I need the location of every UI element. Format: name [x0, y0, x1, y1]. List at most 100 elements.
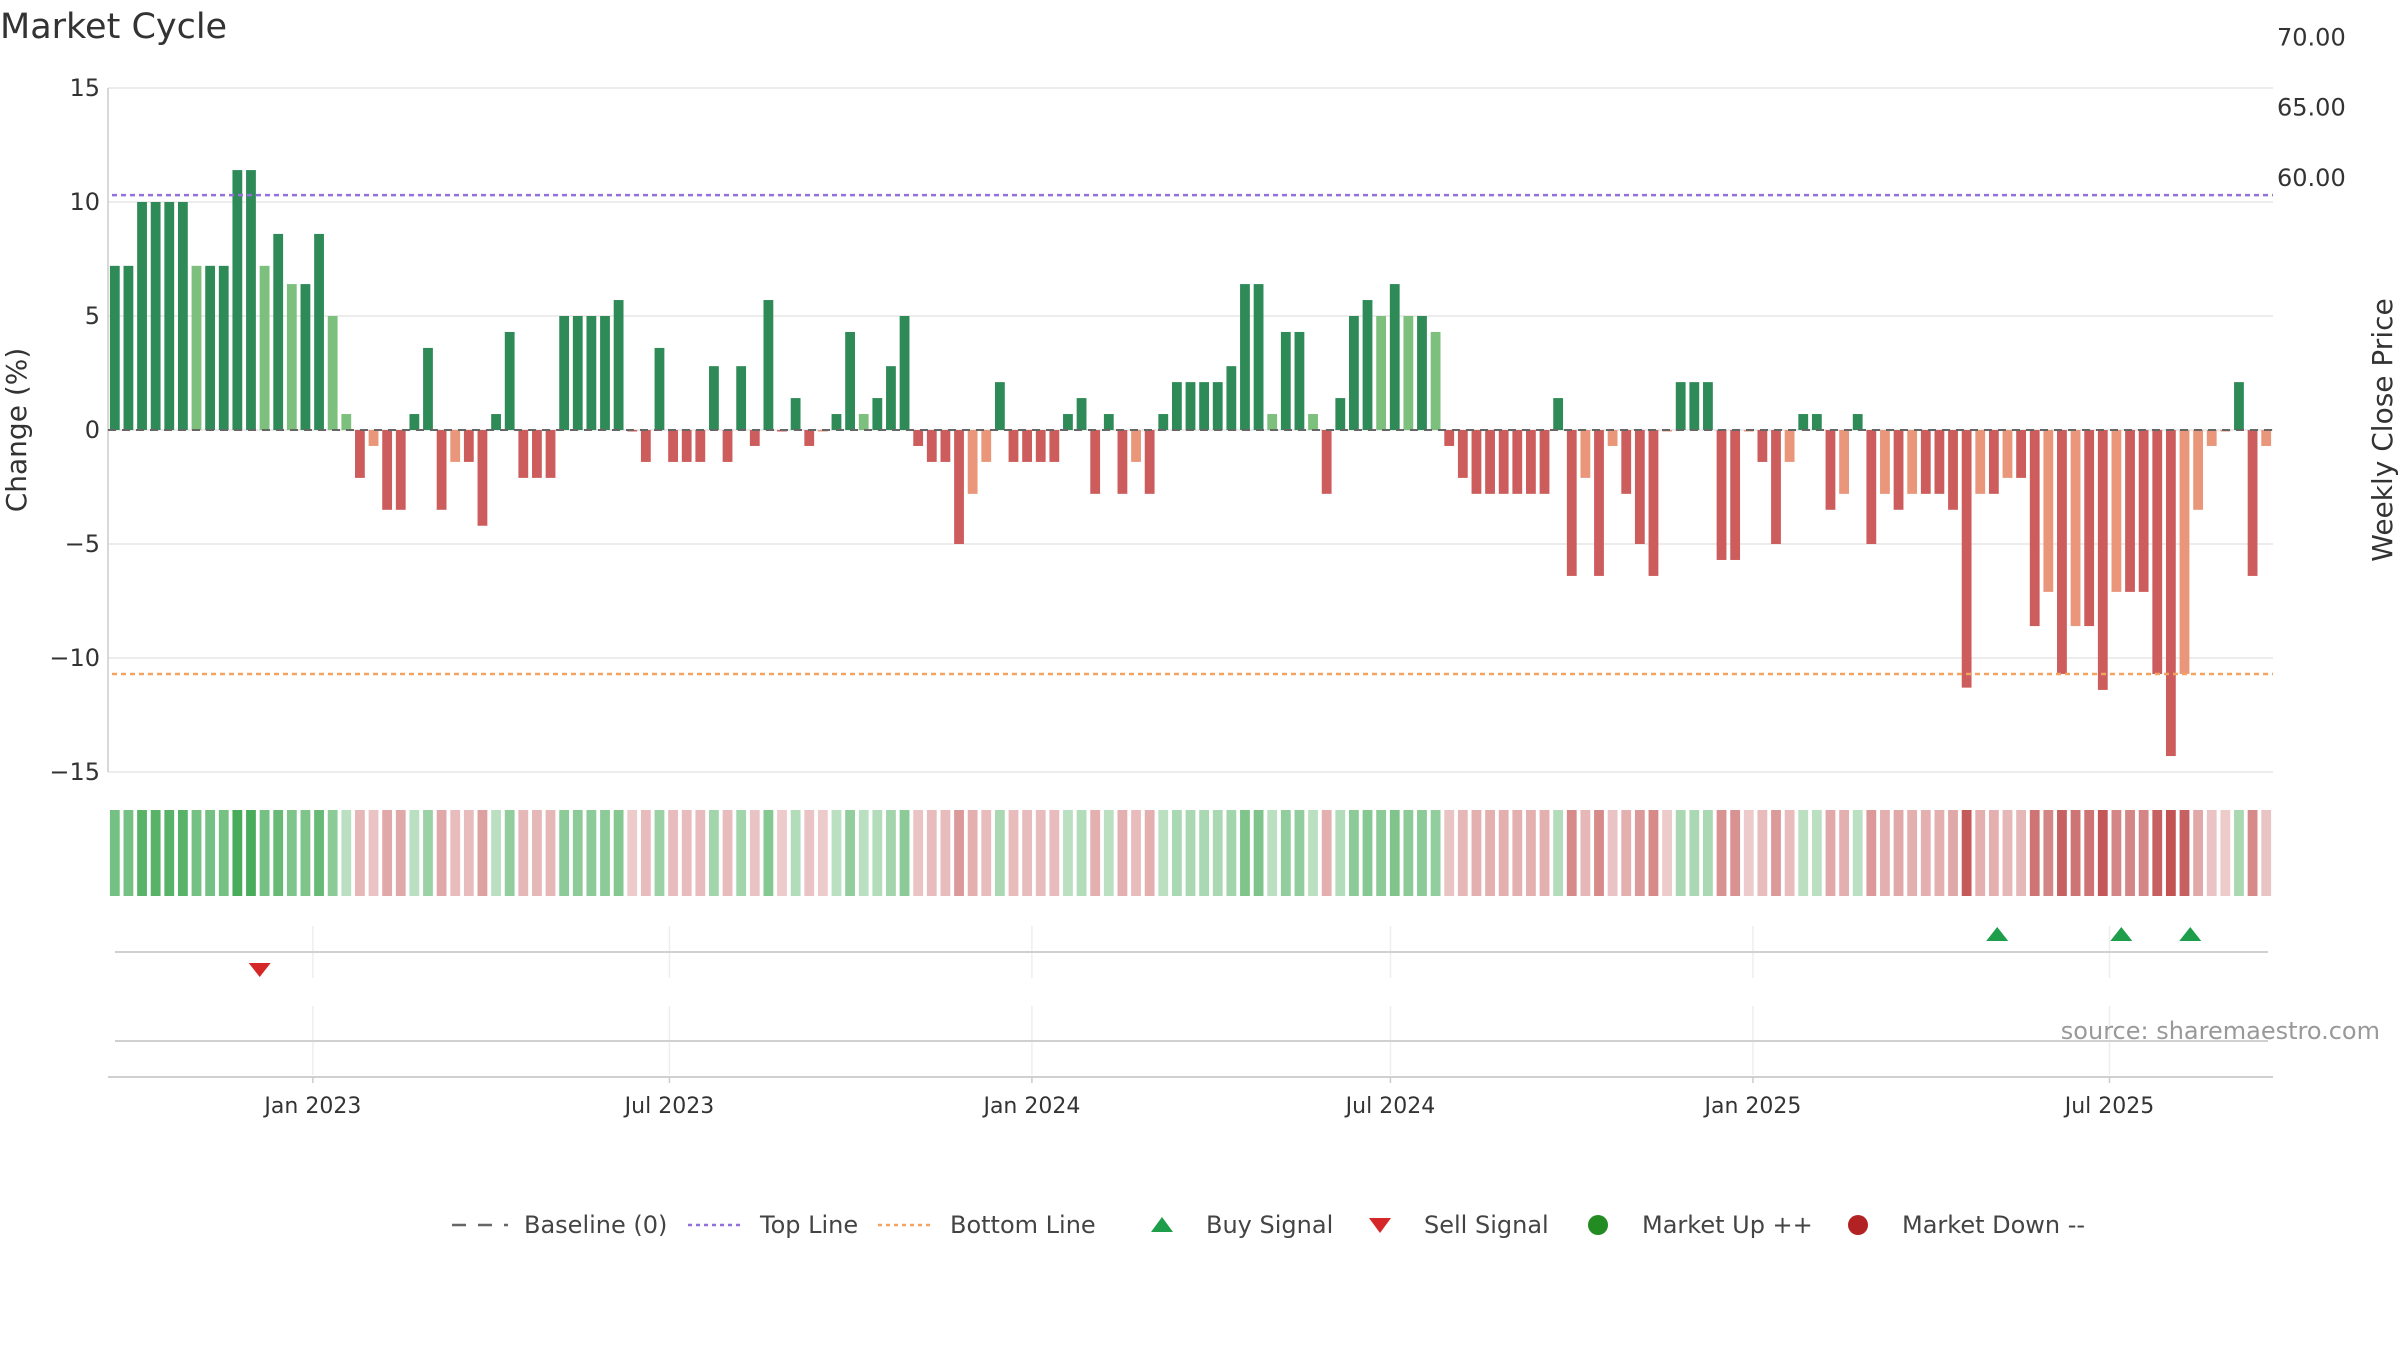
heat-cell	[150, 810, 161, 896]
change-bar	[804, 430, 815, 446]
y2-axis-label: Weekly Close Price	[2366, 298, 2399, 561]
legend: Baseline (0) Top Line Bottom Line Buy Signa…	[452, 1211, 2085, 1239]
change-bar	[450, 430, 461, 462]
heat-cell	[586, 810, 597, 896]
change-bar	[1798, 414, 1809, 430]
heat-cell	[1988, 810, 1999, 896]
heat-cell	[1920, 810, 1931, 896]
change-bar	[2261, 430, 2272, 446]
heat-cell	[1866, 810, 1877, 896]
heat-cell	[327, 810, 338, 896]
heat-cell	[831, 810, 842, 896]
change-bar	[1008, 430, 1019, 462]
heat-cell	[1539, 810, 1550, 896]
heat-cell	[763, 810, 774, 896]
x-tick-label: Jan 2023	[262, 1094, 361, 1119]
change-bar	[545, 430, 556, 478]
change-bar	[1553, 398, 1564, 430]
change-bar	[940, 430, 951, 462]
heat-cell	[1839, 810, 1849, 896]
change-bar	[1907, 430, 1918, 494]
heat-cell	[1008, 810, 1019, 896]
heat-cell	[109, 810, 120, 896]
change-bar	[1852, 414, 1863, 430]
heat-cell	[722, 810, 733, 896]
legend-label: Market Down --	[1902, 1211, 2085, 1239]
heat-cell	[1471, 810, 1482, 896]
change-bar	[1294, 331, 1305, 430]
change-bar	[177, 202, 188, 430]
change-bar	[491, 414, 501, 430]
change-bar	[2206, 430, 2217, 446]
heat-cell	[1063, 810, 1073, 896]
heat-cell	[654, 810, 665, 896]
signal-panel	[108, 926, 2273, 1078]
change-bar	[1049, 430, 1060, 462]
change-bar	[640, 430, 651, 462]
change-bar	[831, 414, 842, 430]
change-bar	[1253, 284, 1264, 430]
change-bar	[341, 414, 352, 430]
buy-signal-marker	[1986, 927, 2009, 941]
change-bar	[150, 202, 161, 430]
heat-cell	[1634, 810, 1645, 896]
y2-tick-label: 70.00	[2277, 23, 2346, 51]
change-bar	[1880, 430, 1890, 494]
heat-cell	[2029, 810, 2040, 896]
heat-cell	[681, 810, 692, 896]
heat-cell	[940, 810, 951, 896]
change-bar	[1267, 414, 1278, 430]
change-bar	[1362, 300, 1373, 430]
heat-cell	[749, 810, 760, 896]
change-bar	[504, 331, 515, 430]
legend-swatch-circle	[1588, 1215, 1608, 1235]
change-bar	[2125, 430, 2135, 592]
heat-cell	[2152, 810, 2163, 896]
change-bar	[1240, 284, 1250, 430]
heat-cell	[2002, 810, 2013, 896]
change-bar	[981, 430, 992, 462]
change-bar	[2016, 430, 2026, 478]
change-bar	[1144, 430, 1155, 494]
change-bar	[532, 430, 542, 478]
heat-cell	[1403, 810, 1414, 896]
change-bar	[1539, 430, 1550, 494]
heat-cell	[1934, 810, 1945, 896]
heat-cell	[1022, 810, 1033, 896]
change-bar	[1893, 430, 1904, 510]
heat-cell	[1226, 810, 1237, 896]
change-bar	[1607, 430, 1618, 446]
legend-item: Market Down --	[1848, 1211, 2085, 1239]
y2-tick-label: 65.00	[2277, 94, 2346, 122]
heat-cell	[368, 810, 379, 896]
change-bar	[1975, 430, 1986, 494]
heat-cell	[1757, 810, 1768, 896]
heat-cell	[1662, 810, 1672, 896]
change-bar	[463, 430, 474, 462]
heat-cell	[1280, 810, 1291, 896]
heat-cell	[409, 810, 420, 896]
legend-swatch-triangle-up	[1151, 1217, 1173, 1232]
heat-cell	[137, 810, 147, 896]
change-bar	[1131, 430, 1141, 462]
heat-cell	[2111, 810, 2122, 896]
heat-cell	[790, 810, 801, 896]
change-bar	[259, 265, 270, 430]
heat-cell	[1852, 810, 1863, 896]
change-bar	[1784, 430, 1795, 462]
change-bar	[1444, 430, 1455, 446]
heat-cell	[1308, 810, 1318, 896]
change-bar	[559, 316, 570, 430]
change-bar	[327, 316, 338, 430]
change-bar	[2043, 430, 2054, 592]
change-bar	[1076, 398, 1087, 430]
y-tick-label: −15	[49, 758, 100, 786]
heat-cell	[1648, 810, 1659, 896]
heat-cell	[1348, 810, 1359, 896]
heat-cell	[1240, 810, 1250, 896]
legend-item: Buy Signal	[1151, 1211, 1333, 1239]
heat-cell	[1090, 810, 1101, 896]
heat-cell	[1607, 810, 1618, 896]
change-bar	[191, 265, 202, 430]
change-bar	[872, 398, 883, 430]
